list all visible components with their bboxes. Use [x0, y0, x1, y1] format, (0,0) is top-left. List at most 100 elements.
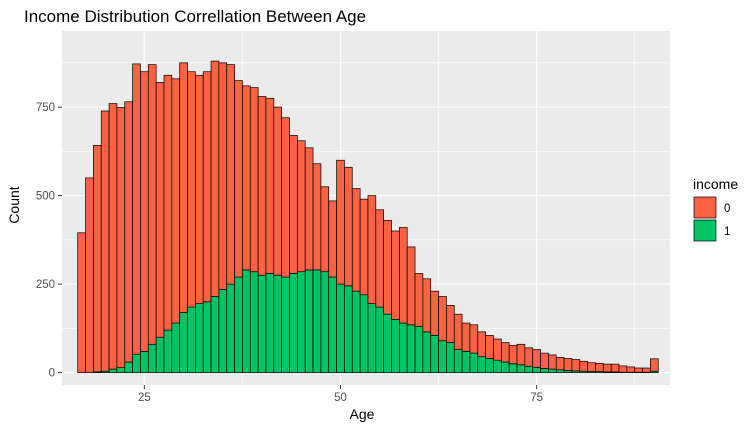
bar-income-0 [516, 343, 526, 366]
bar-income-0 [187, 71, 196, 308]
bar-income-0 [257, 96, 267, 276]
bar-income-0 [650, 358, 659, 372]
bar-income-0 [555, 357, 565, 371]
bar-income-0 [359, 198, 369, 296]
bar-income-0 [540, 352, 549, 369]
bar-income-0 [147, 64, 157, 345]
legend-label-0: 0 [724, 203, 730, 215]
bar-income-1 [375, 306, 385, 373]
bar-income-0 [414, 273, 424, 327]
bar-income-0 [179, 62, 188, 313]
bar-income-0 [226, 64, 235, 285]
bar-income-1 [226, 283, 235, 373]
bar-income-0 [532, 349, 541, 368]
bar-income-0 [202, 71, 212, 303]
bar-income-1 [195, 303, 204, 373]
bar-income-0 [579, 360, 588, 372]
bar-income-1 [281, 276, 290, 373]
bar-income-1 [351, 290, 361, 373]
bar-income-0 [289, 135, 298, 274]
bar-income-0 [344, 166, 353, 287]
bar-income-1 [171, 322, 181, 373]
bar-income-1 [469, 352, 479, 373]
legend: income 0 1 [693, 176, 738, 242]
bar-income-0 [610, 363, 620, 373]
legend-key-0 [693, 196, 717, 219]
bar-income-1 [391, 319, 400, 373]
bar-income-1 [210, 296, 220, 373]
bar-income-0 [524, 347, 534, 367]
bar-income-1 [398, 322, 408, 373]
bar-income-0 [336, 159, 345, 285]
bar-income-1 [344, 285, 353, 373]
bar-income-0 [124, 101, 133, 363]
bar-income-0 [469, 324, 479, 354]
bar-income-1 [140, 351, 149, 373]
bar-income-1 [273, 274, 283, 373]
bar-income-0 [375, 209, 385, 308]
bar-income-0 [383, 220, 392, 315]
bar-income-0 [563, 358, 573, 371]
bar-income-0 [249, 87, 259, 273]
bar-income-1 [438, 340, 447, 373]
bar-income-1 [289, 273, 298, 373]
bar-income-0 [77, 232, 86, 373]
bar-income-1 [218, 289, 228, 373]
bar-income-0 [155, 81, 165, 338]
y-tick-label: 500 [36, 191, 55, 203]
bar-income-1 [446, 342, 455, 373]
bar-income-1 [485, 358, 494, 373]
legend-key-1 [693, 219, 717, 242]
bar-income-1 [367, 303, 377, 373]
chart-title: Income Distribution Correllation Between… [24, 7, 366, 26]
bar-income-0 [367, 195, 377, 304]
bar-income-1 [257, 274, 267, 373]
bar-income-0 [438, 296, 447, 342]
bar-income-1 [493, 359, 502, 373]
bar-income-0 [500, 342, 510, 363]
bar-income-1 [500, 361, 510, 373]
bar-income-0 [218, 62, 228, 290]
bar-income-1 [383, 313, 392, 373]
bar-income-0 [602, 363, 612, 373]
x-axis-title: Age [350, 406, 375, 422]
bar-income-1 [187, 306, 196, 373]
y-tick-label: 250 [36, 279, 55, 291]
bar-income-1 [124, 361, 133, 373]
bar-income-0 [493, 338, 502, 361]
bar-income-0 [297, 140, 306, 273]
bar-income-0 [391, 230, 400, 320]
bar-income-1 [147, 343, 157, 373]
bar-income-0 [618, 365, 628, 373]
bar-income-1 [297, 271, 306, 373]
bar-income-1 [202, 301, 212, 373]
bar-income-0 [85, 177, 94, 373]
bar-income-0 [634, 367, 643, 373]
bar-income-0 [422, 278, 432, 333]
bar-income-0 [406, 246, 416, 326]
bar-income-0 [485, 335, 494, 359]
bar-income-0 [446, 305, 455, 343]
bar-income-0 [93, 144, 102, 373]
x-tick-label: 25 [138, 392, 151, 404]
bar-income-1 [414, 326, 424, 373]
bar-income-1 [116, 367, 126, 373]
y-axis-title: Count [6, 186, 22, 223]
bar-income-1 [132, 353, 141, 373]
bar-income-1 [406, 324, 416, 373]
x-tick-label: 50 [334, 392, 347, 404]
bar-income-0 [328, 200, 337, 278]
bar-income-0 [210, 60, 220, 297]
bar-income-0 [234, 80, 243, 278]
bar-income-1 [430, 335, 439, 373]
bar-income-1 [548, 368, 557, 373]
legend-title: income [693, 176, 738, 192]
bar-income-1 [242, 269, 251, 373]
bar-income-0 [642, 367, 651, 373]
bar-income-1 [508, 363, 518, 373]
bar-income-0 [171, 78, 181, 324]
bar-income-0 [626, 366, 636, 373]
bar-income-1 [320, 271, 330, 373]
